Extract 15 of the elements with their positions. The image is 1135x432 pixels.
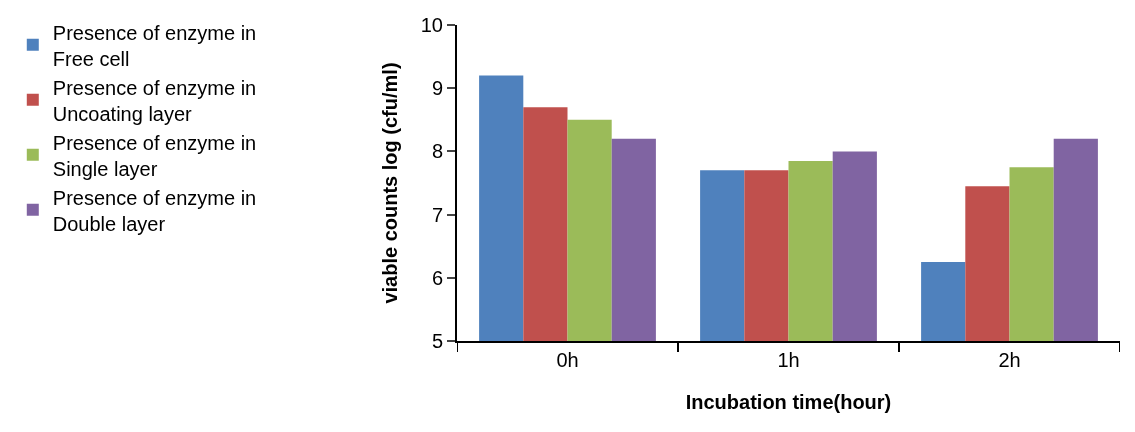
legend-label: Presence of enzyme in Single layer bbox=[52, 131, 257, 180]
x-tick-label: 0h bbox=[556, 349, 579, 371]
y-tick-label: 7 bbox=[431, 203, 443, 226]
y-tick-label: 8 bbox=[431, 140, 443, 163]
x-tick-label: 2h bbox=[998, 349, 1021, 371]
legend-label: Presence of enzyme in Double layer bbox=[52, 186, 257, 235]
x-tick-label: 1h bbox=[777, 349, 800, 371]
x-axis-title: Incubation time(hour) bbox=[685, 391, 892, 413]
y-tick-label: 5 bbox=[431, 330, 443, 352]
y-tick-label: 9 bbox=[431, 77, 443, 100]
y-tick-label: 10 bbox=[420, 14, 443, 36]
legend-label: Presence of enzyme in Uncoating layer bbox=[52, 76, 257, 125]
y-axis-title: viable counts log (cfu/ml) bbox=[378, 62, 401, 304]
y-tick-label: 6 bbox=[431, 266, 443, 289]
legend-label: Presence of enzyme in Free cell bbox=[52, 21, 257, 70]
